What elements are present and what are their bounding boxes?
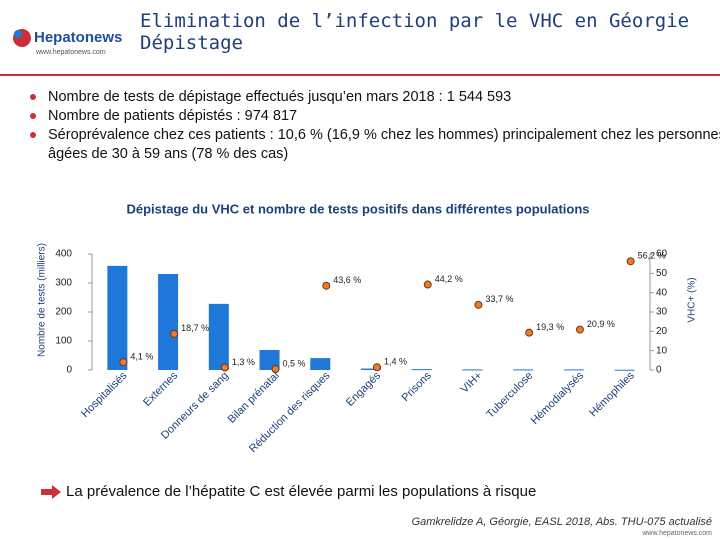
x-tick-label: Externes — [141, 369, 181, 409]
data-label: 20,9 % — [587, 319, 615, 329]
chart: Dépistage du VHC et nombre de tests posi… — [37, 201, 698, 455]
y2-tick-label: 20 — [656, 326, 668, 337]
data-label: 19,3 % — [536, 322, 564, 332]
y2-tick-label: 30 — [656, 307, 668, 318]
conclusion: La prévalence de l’hépatite C est élevée… — [66, 483, 537, 500]
logo-url: www.hepatonews.com — [35, 49, 106, 56]
bar — [462, 369, 483, 371]
data-label: 1,4 % — [384, 357, 407, 367]
data-label: 56,2 % — [638, 251, 666, 261]
dot — [271, 365, 280, 374]
dot — [474, 300, 483, 309]
y2-tick-label: 60 — [656, 249, 668, 260]
data-label: 0,5 % — [283, 358, 306, 368]
x-tick-label: Hémodialysés — [529, 369, 587, 427]
logo-icon — [14, 30, 22, 38]
bullet: Nombre de tests de dépistage effectués j… — [30, 88, 720, 107]
dot — [626, 257, 635, 266]
data-label: 44,2 % — [435, 274, 463, 284]
bar — [310, 358, 331, 370]
dot — [525, 328, 534, 337]
x-tick-label: Bilan prénatal — [226, 370, 282, 426]
data-label: 33,7 % — [485, 294, 513, 304]
data-label: 43,6 % — [333, 275, 361, 285]
y2-axis-label: VHC+ (%) — [687, 277, 698, 322]
data-label: 1,3 % — [232, 357, 255, 367]
dot — [119, 358, 128, 367]
dot — [220, 363, 229, 372]
bar — [158, 274, 179, 370]
y-tick-label: 400 — [55, 249, 72, 260]
bullet: Séroprévalence chez ces patients : 10,6 … — [30, 126, 720, 164]
x-tick-label: VIH+ — [459, 370, 485, 396]
title-line: Elimination de l’infection par le VHC en… — [140, 10, 690, 32]
dot — [575, 325, 584, 334]
divider — [0, 74, 720, 76]
bar — [361, 368, 381, 370]
bar — [411, 369, 432, 371]
y-tick-label: 100 — [55, 336, 72, 347]
x-tick-label: Prisons — [399, 369, 434, 404]
x-tick-label: Engagés — [344, 369, 384, 409]
bar — [513, 369, 534, 371]
citation: Gamkrelidze A, Géorgie, EASL 2018, Abs. … — [411, 516, 712, 528]
arrow-icon — [41, 485, 61, 499]
bullet: Nombre de patients dépistés : 974 817 — [30, 107, 720, 126]
bullet-list: Nombre de tests de dépistage effectués j… — [26, 88, 720, 164]
y-tick-label: 0 — [66, 365, 72, 376]
chart-title: Dépistage du VHC et nombre de tests posi… — [126, 201, 589, 216]
x-tick-label: Hospitalisés — [79, 369, 130, 420]
title: Elimination de l’infection par le VHC en… — [140, 10, 689, 54]
x-tick-label: Tuberculose — [484, 370, 535, 421]
dot — [170, 329, 179, 338]
bar — [563, 369, 584, 371]
bar — [614, 369, 635, 371]
x-tick-label: Hémophiles — [587, 369, 637, 419]
title-line: Dépistage — [140, 32, 243, 54]
y-axis-label: Nombre de tests (milliers) — [37, 243, 48, 357]
dot — [423, 280, 432, 289]
footer: www.hepatonews.com — [642, 530, 712, 537]
dot — [322, 281, 331, 290]
data-label: 4,1 % — [130, 351, 153, 361]
y2-tick-label: 50 — [656, 268, 668, 279]
data-label: 18,7 % — [181, 323, 209, 333]
y2-tick-label: 10 — [656, 345, 668, 356]
y-tick-label: 300 — [55, 278, 72, 289]
bar — [208, 303, 229, 370]
logo-text: Hepatonews — [34, 29, 122, 46]
dot — [373, 363, 381, 372]
bar — [259, 349, 280, 370]
logo: Hepatonews www.hepatonews.com — [13, 29, 122, 56]
y-tick-label: 200 — [55, 307, 72, 318]
y2-tick-label: 0 — [656, 365, 662, 376]
bar — [107, 265, 128, 370]
y2-tick-label: 40 — [656, 287, 668, 298]
